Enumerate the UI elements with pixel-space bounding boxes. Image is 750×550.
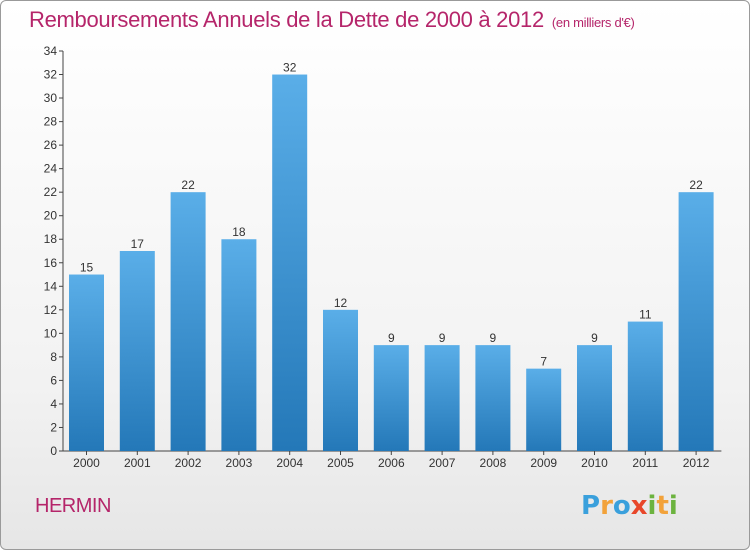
x-tick-label: 2001	[124, 456, 151, 470]
x-tick-label: 2000	[73, 456, 100, 470]
chart-title: Remboursements Annuels de la Dette de 20…	[29, 7, 635, 33]
y-tick-label: 4	[50, 397, 57, 411]
y-tick-label: 0	[50, 444, 57, 458]
bar-value-label: 9	[439, 331, 446, 345]
y-tick-label: 12	[44, 303, 58, 317]
x-tick-label: 2006	[378, 456, 405, 470]
y-tick-label: 22	[44, 185, 58, 199]
x-tick-label: 2007	[429, 456, 456, 470]
y-tick-label: 10	[44, 326, 58, 340]
bar	[424, 345, 460, 451]
y-tick-label: 20	[44, 209, 58, 223]
bar	[526, 368, 562, 451]
place-name: HERMIN	[35, 495, 111, 517]
x-tick-label: 2005	[327, 456, 354, 470]
bar-value-label: 9	[490, 331, 497, 345]
bar	[678, 192, 714, 452]
bar-value-label: 17	[131, 237, 145, 251]
x-tick-label: 2009	[530, 456, 557, 470]
bar-value-label: 12	[334, 296, 348, 310]
y-tick-label: 2	[50, 420, 57, 434]
y-tick-label: 6	[50, 373, 57, 387]
x-tick-label: 2012	[683, 456, 710, 470]
bar	[272, 74, 308, 451]
bar	[221, 239, 257, 451]
y-tick-label: 26	[44, 138, 58, 152]
bar	[170, 192, 206, 452]
y-tick-label: 32	[44, 68, 58, 82]
x-tick-label: 2008	[480, 456, 507, 470]
bar-value-label: 9	[388, 331, 395, 345]
bar-value-label: 11	[639, 308, 652, 322]
chart-unit: (en milliers d'€)	[551, 15, 635, 30]
bar	[475, 345, 511, 451]
y-tick-label: 28	[44, 115, 58, 129]
x-tick-label: 2004	[276, 456, 303, 470]
bar-value-label: 22	[181, 178, 195, 192]
x-tick-label: 2002	[175, 456, 202, 470]
y-tick-label: 30	[44, 91, 58, 105]
bar-value-label: 9	[591, 331, 598, 345]
bar-value-label: 22	[689, 178, 703, 192]
y-tick-label: 24	[44, 162, 58, 176]
bar-value-label: 7	[540, 355, 547, 369]
y-tick-label: 8	[50, 350, 57, 364]
bar-value-label: 32	[283, 61, 297, 75]
bar	[69, 274, 104, 451]
proxiti-logo: Proxiti	[581, 491, 678, 521]
y-tick-label: 14	[44, 279, 58, 293]
y-tick-label: 18	[44, 232, 58, 246]
chart-title-text: Remboursements Annuels de la Dette de 20…	[29, 7, 544, 32]
bar	[119, 251, 155, 451]
x-tick-label: 2011	[632, 456, 658, 470]
y-tick-label: 16	[44, 256, 58, 270]
bar	[627, 321, 663, 451]
bar	[577, 345, 612, 451]
bar	[373, 345, 409, 451]
y-tick-label: 34	[44, 44, 58, 58]
x-tick-label: 2003	[226, 456, 253, 470]
bar-value-label: 18	[232, 225, 246, 239]
x-tick-label: 2010	[581, 456, 608, 470]
bar-value-label: 15	[80, 261, 94, 275]
bar	[323, 309, 358, 451]
